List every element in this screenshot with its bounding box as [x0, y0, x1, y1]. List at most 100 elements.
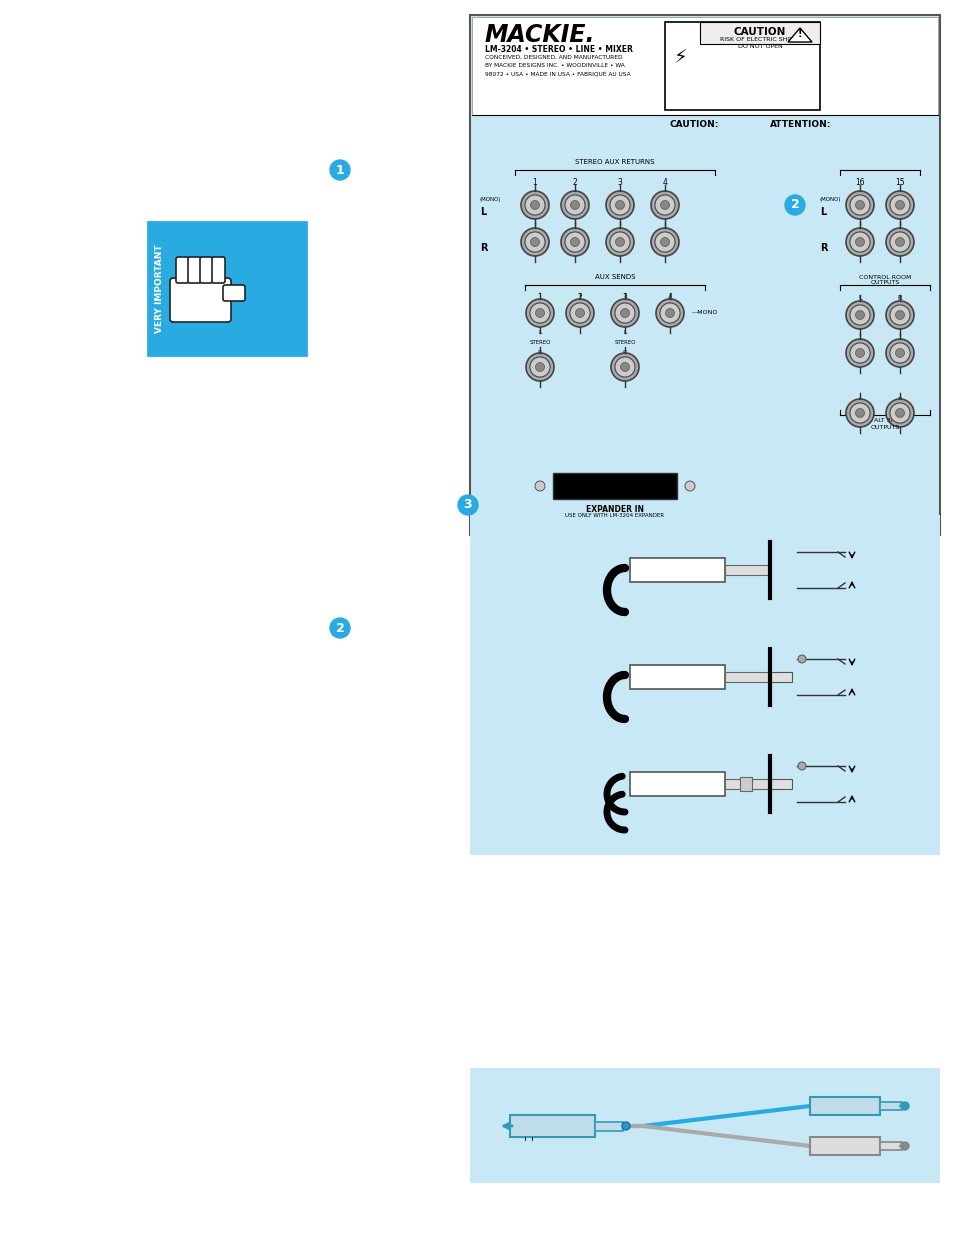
FancyBboxPatch shape: [740, 777, 751, 790]
Circle shape: [524, 232, 544, 252]
Circle shape: [659, 237, 669, 247]
Circle shape: [529, 303, 550, 324]
Circle shape: [575, 309, 584, 317]
Text: BY MACKIE DESIGNS INC. • WOODINVILLE • WA: BY MACKIE DESIGNS INC. • WOODINVILLE • W…: [484, 63, 624, 68]
Circle shape: [889, 195, 909, 215]
Circle shape: [684, 480, 695, 492]
Circle shape: [895, 409, 903, 417]
Circle shape: [535, 363, 544, 372]
Circle shape: [855, 237, 863, 247]
Circle shape: [615, 200, 624, 210]
Circle shape: [609, 232, 629, 252]
Text: CONCEIVED, DESIGNED, AND MANUFACTURED: CONCEIVED, DESIGNED, AND MANUFACTURED: [484, 56, 622, 61]
Text: —MONO: —MONO: [691, 310, 718, 315]
FancyBboxPatch shape: [769, 672, 791, 682]
Circle shape: [457, 495, 477, 515]
Text: ATTENTION:: ATTENTION:: [769, 120, 830, 128]
FancyBboxPatch shape: [470, 515, 939, 855]
Circle shape: [889, 403, 909, 424]
Circle shape: [619, 309, 629, 317]
Circle shape: [845, 301, 873, 329]
Text: R: R: [897, 396, 902, 403]
Text: VERY IMPORTANT: VERY IMPORTANT: [155, 245, 164, 333]
FancyBboxPatch shape: [724, 779, 769, 789]
Circle shape: [654, 232, 675, 252]
Circle shape: [849, 232, 869, 252]
Circle shape: [797, 655, 805, 663]
FancyBboxPatch shape: [212, 257, 225, 283]
FancyBboxPatch shape: [223, 285, 245, 301]
Text: DO NOT OPEN: DO NOT OPEN: [737, 44, 781, 49]
Circle shape: [895, 348, 903, 357]
Text: L: L: [857, 396, 861, 403]
Circle shape: [330, 161, 350, 180]
Circle shape: [900, 1142, 908, 1150]
Text: 4: 4: [667, 293, 672, 303]
Circle shape: [855, 348, 863, 357]
Text: L: L: [479, 207, 486, 217]
Circle shape: [524, 195, 544, 215]
FancyBboxPatch shape: [470, 1068, 939, 1183]
Circle shape: [895, 310, 903, 320]
Text: R: R: [537, 350, 541, 354]
Circle shape: [889, 343, 909, 363]
FancyBboxPatch shape: [595, 1121, 622, 1130]
FancyBboxPatch shape: [175, 257, 189, 283]
Circle shape: [849, 343, 869, 363]
Circle shape: [560, 228, 588, 256]
FancyBboxPatch shape: [769, 779, 791, 789]
FancyBboxPatch shape: [629, 772, 724, 797]
Circle shape: [650, 191, 679, 219]
Text: (MONO): (MONO): [820, 198, 841, 203]
Circle shape: [885, 338, 913, 367]
Text: RISK OF ELECTRIC SHOCK: RISK OF ELECTRIC SHOCK: [719, 37, 800, 42]
Circle shape: [885, 301, 913, 329]
Circle shape: [615, 357, 635, 377]
Circle shape: [525, 353, 554, 382]
Circle shape: [855, 409, 863, 417]
FancyBboxPatch shape: [470, 15, 939, 535]
Circle shape: [654, 195, 675, 215]
FancyBboxPatch shape: [724, 564, 769, 576]
FancyBboxPatch shape: [809, 1097, 879, 1115]
Text: LM-3204 • STEREO • LINE • MIXER: LM-3204 • STEREO • LINE • MIXER: [484, 44, 632, 54]
Text: 15: 15: [894, 178, 903, 186]
Circle shape: [330, 618, 350, 638]
Text: STEREO: STEREO: [529, 340, 550, 345]
Text: 2: 2: [335, 621, 344, 635]
Circle shape: [665, 309, 674, 317]
Circle shape: [619, 363, 629, 372]
FancyBboxPatch shape: [629, 558, 724, 582]
Circle shape: [650, 228, 679, 256]
Text: 2: 2: [790, 199, 799, 211]
Text: L: L: [537, 330, 541, 335]
Text: CAUTION:: CAUTION:: [669, 120, 719, 128]
Circle shape: [615, 237, 624, 247]
Circle shape: [570, 200, 578, 210]
Circle shape: [609, 195, 629, 215]
Circle shape: [845, 191, 873, 219]
FancyBboxPatch shape: [629, 664, 724, 689]
Text: CAUTION: CAUTION: [733, 27, 785, 37]
Circle shape: [885, 399, 913, 427]
Text: L: L: [857, 295, 861, 301]
FancyBboxPatch shape: [200, 257, 213, 283]
Circle shape: [889, 305, 909, 325]
Text: 4: 4: [662, 178, 667, 186]
Circle shape: [564, 195, 584, 215]
Circle shape: [610, 299, 639, 327]
Text: CONTROL ROOM: CONTROL ROOM: [858, 275, 910, 280]
Circle shape: [784, 195, 804, 215]
Text: L: L: [820, 207, 825, 217]
Circle shape: [889, 232, 909, 252]
Circle shape: [610, 353, 639, 382]
Text: OUTPUTS: OUTPUTS: [869, 280, 899, 285]
Circle shape: [569, 303, 590, 324]
FancyBboxPatch shape: [879, 1102, 901, 1110]
Text: 16: 16: [854, 178, 864, 186]
FancyBboxPatch shape: [148, 222, 306, 354]
Text: R: R: [479, 243, 487, 253]
Text: STEREO: STEREO: [614, 340, 635, 345]
Text: 3: 3: [622, 293, 627, 303]
Circle shape: [895, 237, 903, 247]
